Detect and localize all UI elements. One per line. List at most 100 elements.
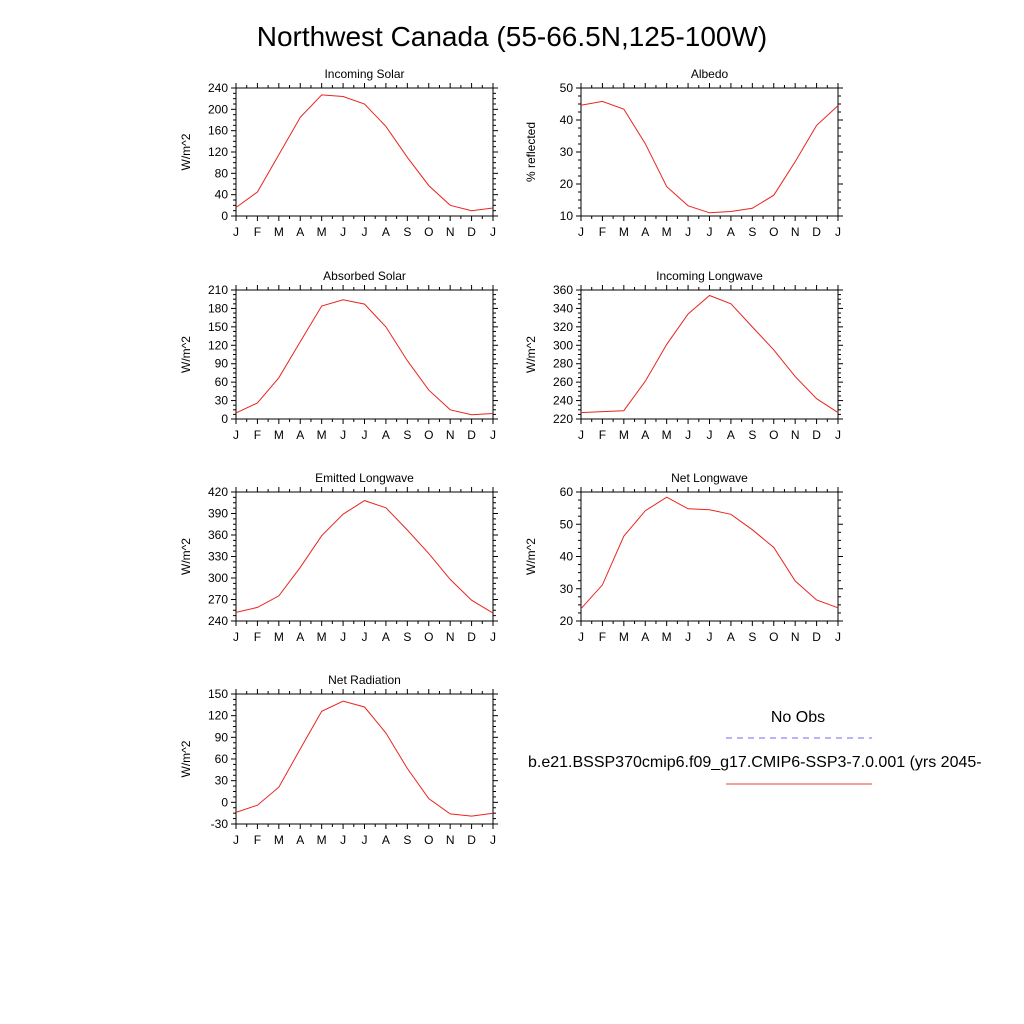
x-tick-label: N bbox=[791, 225, 800, 239]
y-tick-label: 90 bbox=[215, 730, 229, 744]
panel-title: Incoming Longwave bbox=[656, 269, 763, 283]
y-tick-label: 220 bbox=[553, 412, 573, 426]
series-line bbox=[235, 94, 494, 212]
x-tick-label: M bbox=[662, 630, 672, 644]
y-tick-label: 20 bbox=[560, 177, 574, 191]
x-tick-label: J bbox=[685, 225, 691, 239]
x-tick-label: O bbox=[769, 225, 778, 239]
x-tick-label: F bbox=[254, 630, 261, 644]
x-tick-label: M bbox=[662, 225, 672, 239]
x-tick-label: M bbox=[619, 225, 629, 239]
y-tick-label: 240 bbox=[553, 394, 573, 408]
y-tick-label: 40 bbox=[560, 113, 574, 127]
y-tick-label: 240 bbox=[208, 614, 228, 628]
y-tick-label: 40 bbox=[215, 188, 229, 202]
x-tick-label: S bbox=[403, 225, 411, 239]
x-tick-label: M bbox=[274, 630, 284, 644]
x-tick-label: J bbox=[490, 630, 496, 644]
x-tick-label: D bbox=[812, 630, 821, 644]
x-tick-label: D bbox=[467, 428, 476, 442]
x-tick-label: D bbox=[467, 833, 476, 847]
x-tick-label: O bbox=[769, 630, 778, 644]
y-tick-label: 150 bbox=[208, 687, 228, 701]
x-tick-label: A bbox=[382, 833, 390, 847]
y-tick-label: 0 bbox=[221, 209, 228, 223]
y-tick-label: 120 bbox=[208, 709, 228, 723]
x-tick-label: J bbox=[340, 428, 346, 442]
y-tick-label: 150 bbox=[208, 320, 228, 334]
y-tick-label: 30 bbox=[215, 394, 229, 408]
x-tick-label: A bbox=[641, 428, 649, 442]
x-tick-label: F bbox=[254, 833, 261, 847]
x-tick-label: J bbox=[685, 428, 691, 442]
x-tick-label: J bbox=[233, 428, 239, 442]
x-tick-label: N bbox=[446, 833, 455, 847]
y-tick-label: 240 bbox=[208, 81, 228, 95]
x-tick-label: A bbox=[641, 225, 649, 239]
x-tick-label: J bbox=[490, 428, 496, 442]
y-tick-label: 50 bbox=[560, 81, 574, 95]
x-tick-label: J bbox=[362, 225, 368, 239]
plot-frame bbox=[580, 491, 839, 622]
y-tick-label: 360 bbox=[553, 283, 573, 297]
x-tick-label: J bbox=[340, 833, 346, 847]
y-tick-label: 30 bbox=[560, 145, 574, 159]
y-tick-label: -30 bbox=[211, 817, 229, 831]
panel-title: Absorbed Solar bbox=[323, 269, 406, 283]
x-tick-label: J bbox=[490, 225, 496, 239]
y-tick-label: 340 bbox=[553, 301, 573, 315]
y-tick-label: 300 bbox=[208, 571, 228, 585]
y-tick-label: 270 bbox=[208, 593, 228, 607]
legend-model-label: b.e21.BSSP370cmip6.f09_g17.CMIP6-SSP3-7.… bbox=[528, 754, 982, 771]
plot-frame bbox=[235, 87, 494, 217]
plot-frame bbox=[235, 491, 494, 622]
y-tick-label: 120 bbox=[208, 145, 228, 159]
x-tick-label: F bbox=[599, 428, 606, 442]
x-tick-label: D bbox=[467, 630, 476, 644]
x-tick-label: N bbox=[791, 428, 800, 442]
x-tick-label: D bbox=[467, 225, 476, 239]
y-axis-label: W/m^2 bbox=[524, 336, 538, 373]
x-tick-label: S bbox=[748, 428, 756, 442]
x-tick-label: J bbox=[707, 428, 713, 442]
y-tick-label: 60 bbox=[215, 375, 229, 389]
x-tick-label: O bbox=[424, 225, 433, 239]
x-tick-label: M bbox=[274, 225, 284, 239]
y-axis-label: W/m^2 bbox=[524, 538, 538, 575]
series-line bbox=[580, 100, 839, 214]
y-tick-label: 420 bbox=[208, 485, 228, 499]
series-line bbox=[580, 294, 839, 414]
x-tick-label: M bbox=[317, 225, 327, 239]
series-line bbox=[235, 700, 494, 817]
x-tick-label: A bbox=[641, 630, 649, 644]
x-tick-label: A bbox=[727, 630, 735, 644]
y-tick-label: 50 bbox=[560, 517, 574, 531]
y-axis-label: W/m^2 bbox=[179, 336, 193, 373]
x-tick-label: A bbox=[727, 225, 735, 239]
x-tick-label: M bbox=[662, 428, 672, 442]
x-tick-label: N bbox=[791, 630, 800, 644]
x-tick-label: M bbox=[619, 630, 629, 644]
panel-title: Incoming Solar bbox=[324, 67, 404, 81]
y-tick-label: 260 bbox=[553, 375, 573, 389]
x-tick-label: F bbox=[599, 225, 606, 239]
y-axis-label: W/m^2 bbox=[179, 133, 193, 170]
x-tick-label: J bbox=[340, 630, 346, 644]
figure-title: Northwest Canada (55-66.5N,125-100W) bbox=[257, 21, 767, 52]
panel-title: Albedo bbox=[691, 67, 729, 81]
x-tick-label: A bbox=[296, 630, 304, 644]
y-tick-label: 10 bbox=[560, 209, 574, 223]
x-tick-label: M bbox=[619, 428, 629, 442]
x-tick-label: D bbox=[812, 225, 821, 239]
legend-obs-label: No Obs bbox=[771, 709, 825, 726]
x-tick-label: F bbox=[254, 428, 261, 442]
plot-frame bbox=[235, 693, 494, 825]
legend: No Obs b.e21.BSSP370cmip6.f09_g17.CMIP6-… bbox=[528, 709, 982, 785]
